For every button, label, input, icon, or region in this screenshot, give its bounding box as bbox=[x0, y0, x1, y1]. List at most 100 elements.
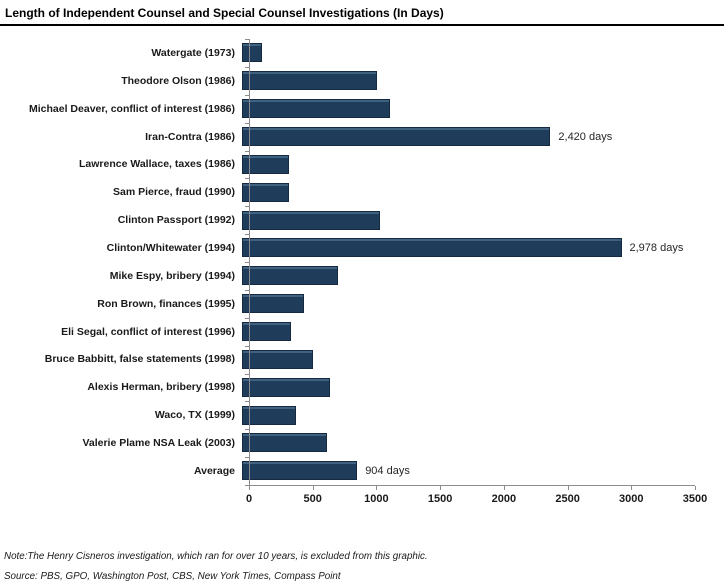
category-label: Mike Espy, bribery (1994) bbox=[109, 269, 235, 282]
bar bbox=[242, 71, 378, 91]
category-label: Eli Segal, conflict of interest (1996) bbox=[61, 325, 235, 338]
x-axis-tick-label: 3500 bbox=[682, 493, 708, 505]
bar-cell: 2,420 days bbox=[242, 123, 612, 151]
y-axis-tick bbox=[245, 317, 249, 319]
category-label: Waco, TX (1999) bbox=[154, 409, 235, 422]
x-axis-tick bbox=[440, 486, 442, 490]
x-axis-tick bbox=[567, 486, 569, 490]
bar bbox=[242, 266, 338, 286]
bar bbox=[242, 294, 305, 314]
y-axis-tick bbox=[245, 94, 249, 96]
chart-source: Source: PBS, GPO, Washington Post, CBS, … bbox=[4, 571, 341, 582]
x-axis-tick bbox=[376, 486, 378, 490]
bar-cell bbox=[242, 401, 296, 429]
chart-row: Bruce Babbitt, false statements (1998) bbox=[0, 345, 724, 373]
chart-row: Alexis Herman, bribery (1998) bbox=[0, 373, 724, 401]
x-axis-tick bbox=[503, 486, 505, 490]
x-axis-tick bbox=[695, 486, 696, 490]
bar-cell bbox=[242, 39, 263, 67]
bar bbox=[242, 461, 358, 481]
bar bbox=[242, 99, 390, 119]
bar bbox=[242, 433, 327, 453]
chart-row: Eli Segal, conflict of interest (1996) bbox=[0, 318, 724, 346]
y-axis-tick bbox=[245, 150, 249, 152]
y-axis-tick bbox=[245, 234, 249, 236]
category-label: Ron Brown, finances (1995) bbox=[97, 297, 235, 310]
chart-title: Length of Independent Counsel and Specia… bbox=[5, 6, 444, 20]
x-axis-tick-label: 1500 bbox=[427, 493, 453, 505]
x-axis-tick bbox=[312, 486, 314, 490]
chart-row: Watergate (1973) bbox=[0, 39, 724, 67]
y-axis-tick bbox=[245, 39, 249, 40]
category-label: Michael Deaver, conflict of interest (19… bbox=[29, 102, 235, 115]
bar bbox=[242, 154, 289, 174]
y-axis-tick bbox=[245, 262, 249, 263]
bar-value-label: 2,420 days bbox=[558, 130, 613, 143]
bar-cell: 2,978 days bbox=[242, 234, 683, 262]
x-axis-tick-label: 500 bbox=[303, 493, 322, 505]
chart-row: Valerie Plame NSA Leak (2003) bbox=[0, 429, 724, 457]
y-axis-tick bbox=[245, 66, 249, 68]
bar bbox=[242, 238, 622, 258]
bar-cell bbox=[242, 290, 305, 318]
category-label: Sam Pierce, fraud (1990) bbox=[113, 186, 235, 199]
category-label: Theodore Olson (1986) bbox=[121, 74, 235, 87]
bar-cell bbox=[242, 345, 314, 373]
bar bbox=[242, 349, 314, 369]
y-axis-tick bbox=[245, 178, 249, 180]
chart-row: Iran-Contra (1986) 2,420 days bbox=[0, 123, 724, 151]
chart-row: Theodore Olson (1986) bbox=[0, 67, 724, 95]
category-label: Iran-Contra (1986) bbox=[145, 130, 235, 143]
chart-rows: Watergate (1973) Theodore Olson (1986) Mic… bbox=[0, 39, 724, 485]
bar bbox=[242, 182, 290, 202]
y-axis-tick bbox=[245, 345, 249, 347]
y-axis bbox=[245, 39, 250, 486]
bar-value-label: 904 days bbox=[365, 464, 410, 477]
bar bbox=[242, 322, 292, 342]
x-axis-tick bbox=[631, 486, 633, 490]
chart-note: Note:The Henry Cisneros investigation, w… bbox=[4, 551, 428, 562]
chart-row: Waco, TX (1999) bbox=[0, 401, 724, 429]
category-label: Bruce Babbitt, false statements (1998) bbox=[44, 353, 235, 366]
chart-row: Ron Brown, finances (1995) bbox=[0, 290, 724, 318]
y-axis-tick bbox=[245, 373, 249, 375]
chart-row: Lawrence Wallace, taxes (1986) bbox=[0, 150, 724, 178]
x-axis-tick-label: 0 bbox=[245, 493, 253, 505]
bar bbox=[242, 210, 380, 230]
bar-cell bbox=[242, 373, 330, 401]
category-label: Alexis Herman, bribery (1998) bbox=[87, 381, 235, 394]
bar-cell bbox=[242, 95, 390, 123]
bar-cell bbox=[242, 262, 338, 290]
category-label: Watergate (1973) bbox=[151, 46, 235, 59]
title-underline bbox=[0, 24, 724, 26]
bar-cell bbox=[242, 67, 378, 95]
y-axis-tick bbox=[245, 485, 249, 486]
category-label: Lawrence Wallace, taxes (1986) bbox=[78, 158, 235, 171]
bar-cell bbox=[242, 206, 380, 234]
bar bbox=[242, 377, 330, 397]
chart-row: Clinton Passport (1992) bbox=[0, 206, 724, 234]
category-label: Valerie Plame NSA Leak (2003) bbox=[82, 436, 235, 449]
chart-row: Clinton/Whitewater (1994) 2,978 days bbox=[0, 234, 724, 262]
chart-row: Michael Deaver, conflict of interest (19… bbox=[0, 95, 724, 123]
y-axis-tick bbox=[245, 122, 249, 124]
bar-cell bbox=[242, 318, 292, 346]
category-label: Clinton/Whitewater (1994) bbox=[106, 241, 235, 254]
y-axis-tick bbox=[245, 401, 249, 403]
bar bbox=[242, 43, 263, 63]
bar bbox=[242, 405, 296, 425]
bar-value-label: 2,978 days bbox=[629, 241, 684, 254]
x-axis: 0 500 1000 1500 2000 2500 3000 3500 bbox=[245, 485, 707, 508]
y-axis-tick bbox=[245, 429, 249, 431]
chart-row: Sam Pierce, fraud (1990) bbox=[0, 178, 724, 206]
bar-cell bbox=[242, 150, 289, 178]
x-axis-tick-label: 1000 bbox=[364, 493, 389, 505]
bar-cell bbox=[242, 429, 327, 457]
bar-cell: 904 days bbox=[242, 457, 410, 485]
y-axis-tick bbox=[245, 457, 249, 459]
y-axis-tick bbox=[245, 289, 249, 291]
bar-cell bbox=[242, 178, 290, 206]
x-axis-tick-label: 2000 bbox=[491, 493, 517, 505]
x-axis-tick-label: 3000 bbox=[619, 493, 644, 505]
